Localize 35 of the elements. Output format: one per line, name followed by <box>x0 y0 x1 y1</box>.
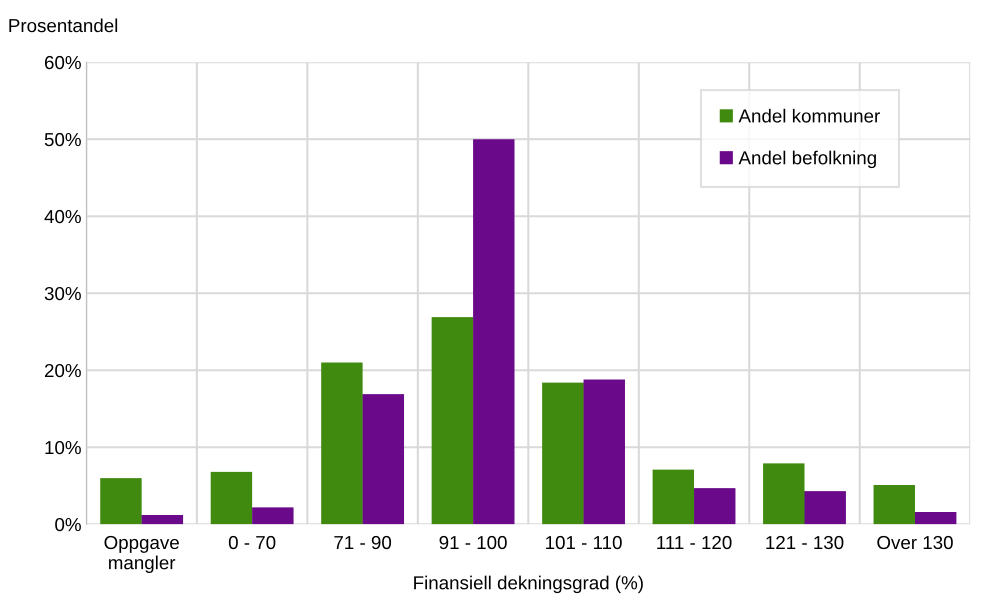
bar <box>210 472 252 524</box>
y-tick-label: 0% <box>55 518 81 532</box>
x-tick-label: Over 130 <box>877 536 953 550</box>
x-tick-label: 91 - 100 <box>440 536 507 550</box>
bar <box>874 484 915 524</box>
bar <box>763 463 805 524</box>
y-axis-title: Prosentandel <box>9 18 118 32</box>
y-tick-label: 20% <box>44 364 81 378</box>
x-tick-label: 121 - 130 <box>766 536 844 550</box>
y-tick-label: 40% <box>44 210 81 224</box>
bar <box>142 515 184 524</box>
bar <box>804 491 846 524</box>
x-tick-label: 111 - 120 <box>657 536 732 550</box>
bar <box>652 470 694 524</box>
bar <box>362 394 404 524</box>
y-tick-label: 60% <box>44 56 81 70</box>
bar <box>100 478 142 524</box>
bar <box>432 317 474 524</box>
y-tick-label: 10% <box>45 440 81 454</box>
x-tick-label: 71 - 90 <box>334 536 392 550</box>
legend-label: Andel kommuner <box>738 108 880 123</box>
legend-label: Andel befolkning <box>738 150 876 168</box>
x-tick-label: 0 - 70 <box>228 536 276 550</box>
x-tick-label: 101 - 110 <box>546 536 622 550</box>
x-axis-title: Finansiell dekningsgrad (%) <box>414 576 643 594</box>
bar <box>694 488 736 524</box>
x-tick-label: Oppgave mangler <box>104 536 179 574</box>
bar <box>473 139 515 524</box>
bar <box>584 379 625 524</box>
bar <box>252 507 294 524</box>
y-tick-label: 50% <box>44 132 81 146</box>
y-tick-label: 30% <box>44 286 81 300</box>
bar <box>542 382 584 524</box>
bar <box>914 512 956 524</box>
bar <box>321 362 363 524</box>
